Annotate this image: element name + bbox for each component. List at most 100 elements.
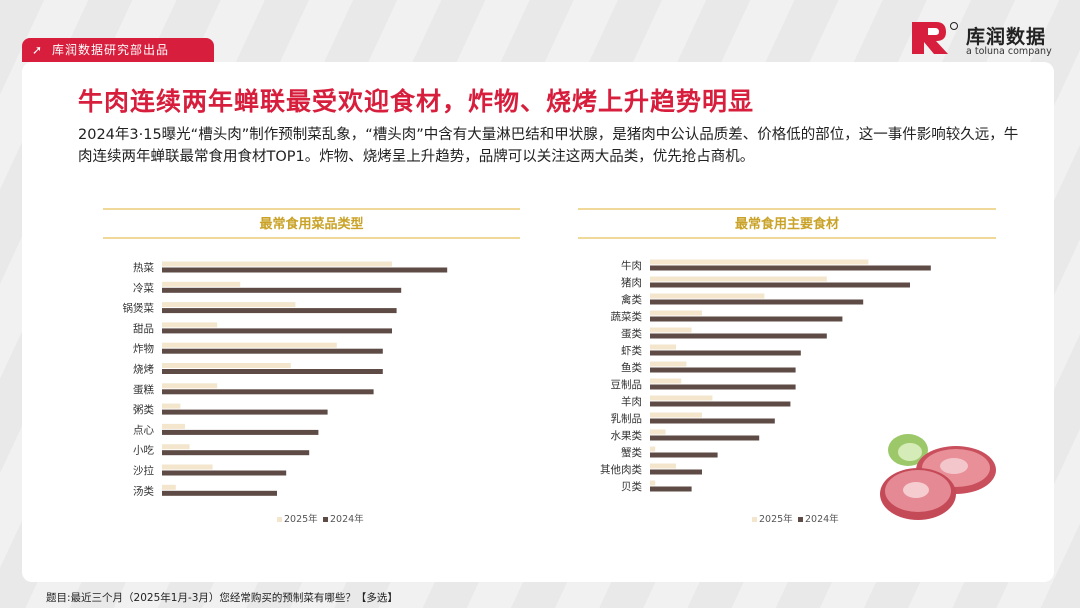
chart2-category-label: 禽类	[621, 293, 642, 306]
chart1-bar-2025	[162, 403, 181, 409]
chart2-legend-swatch-2024	[798, 517, 803, 522]
chart1-bar-2025	[162, 383, 218, 389]
chart2-bar-2024	[650, 469, 702, 475]
meat-illustration	[880, 434, 996, 520]
chart2-bar-2025	[650, 378, 682, 384]
chart1-category-label: 烧烤	[133, 363, 154, 376]
chart2-category-label: 豆制品	[611, 378, 643, 391]
chart1-category-label: 冷菜	[133, 281, 154, 294]
chart2-bar-2025	[650, 327, 692, 333]
chart2-bar-2025	[650, 293, 765, 299]
chart2-legend-swatch-2025	[752, 517, 757, 522]
chart1-bar-2025	[162, 342, 337, 348]
chart1-bar-2024	[162, 348, 383, 354]
chart2-category-label: 蛋类	[621, 327, 642, 340]
chart1-legend-label-2025: 2025年	[284, 513, 318, 525]
chart1-category-label: 锅煲菜	[123, 302, 155, 315]
chart1-bar-2024	[162, 308, 397, 314]
source-tag: ➚ 库润数据研究部出品	[22, 38, 214, 62]
chart2-bar-2024	[650, 401, 791, 407]
arrow-icon: ➚	[32, 43, 43, 57]
chart2-category-label: 水果类	[611, 429, 643, 442]
chart1-bar-2025	[162, 322, 218, 328]
chart2-category-label: 乳制品	[611, 412, 643, 425]
chart2-bar-2025	[650, 480, 656, 486]
chart2-bar-2025	[650, 395, 713, 401]
brand-subtitle: a toluna company	[966, 46, 1052, 57]
chart1-category-label: 沙拉	[133, 464, 154, 477]
chart2-category-label: 猪肉	[621, 276, 642, 289]
chart1-bar-2024	[162, 450, 310, 456]
chart2-title: 最常食用主要食材	[735, 216, 839, 232]
chart2-bar-2024	[650, 367, 796, 373]
chart1-bar-2024	[162, 389, 374, 395]
chart2-category-label: 虾类	[621, 344, 642, 357]
chart2-legend-label-2025: 2025年	[759, 513, 793, 525]
chart2-bar-2024	[650, 316, 843, 322]
chart2-bar-2025	[650, 361, 687, 367]
chart2-bar-2025	[650, 310, 702, 316]
chart1-bar-2025	[162, 261, 392, 267]
chart1-category-label: 炸物	[133, 342, 154, 355]
chart1-bar-2024	[162, 409, 328, 415]
chart2-category-label: 牛肉	[621, 259, 642, 272]
chart2-bar-2024	[650, 265, 931, 271]
chart1-title: 最常食用菜品类型	[259, 216, 363, 232]
chart2-bar-2025	[650, 412, 702, 418]
chart1-bar-2025	[162, 464, 213, 470]
chart1-bar-2025	[162, 302, 296, 308]
chart2-bar-2024	[650, 452, 718, 458]
chart1-bar-2024	[162, 369, 383, 374]
chart2-bar-2024	[650, 299, 864, 305]
chart1-category-label: 甜品	[133, 322, 154, 335]
chart2-category-label: 其他肉类	[600, 463, 642, 476]
footnote: 题目:最近三个月（2025年1月-3月）您经常购买的预制菜有哪些？【多选】	[46, 592, 398, 604]
page-description: 2024年3·15曝光“槽头肉”制作预制菜乱象，“槽头肉”中含有大量淋巴结和甲状…	[78, 127, 1019, 165]
chart1-bar-2025	[162, 281, 241, 287]
chart2-bar-2024	[650, 350, 801, 356]
chart2-bar-2024	[650, 333, 827, 339]
chart2-legend-label-2024: 2024年	[805, 513, 839, 525]
brand-logo: 库润数据 a toluna company	[910, 20, 1060, 60]
chart2-category-label: 鱼类	[621, 361, 642, 374]
chart2-category-label: 贝类	[621, 480, 642, 493]
chart2-category-label: 蔬菜类	[611, 310, 643, 323]
chart1-legend-label-2024: 2024年	[330, 513, 364, 525]
chart2-category-label: 羊肉	[621, 395, 642, 408]
brand-mark-icon	[912, 22, 958, 54]
chart1-legend-swatch-2025	[277, 517, 282, 522]
chart2-bar-2025	[650, 344, 676, 350]
chart2-bar-2025	[650, 446, 656, 452]
chart1-bar-2024	[162, 267, 448, 273]
chart1-category-label: 蛋糕	[133, 383, 154, 396]
chart2-bar-2024	[650, 418, 775, 424]
chart2-bar-2025	[650, 463, 676, 469]
chart1-bar-2025	[162, 423, 185, 429]
page-title: 牛肉连续两年蝉联最受欢迎食材，炸物、烧烤上升趋势明显	[78, 87, 755, 116]
chart1-legend-swatch-2024	[323, 517, 328, 522]
chart1-bar-2024	[162, 470, 287, 476]
chart1-category-label: 汤类	[133, 484, 154, 497]
chart1-bar-2025	[162, 363, 291, 368]
chart1-bar-2024	[162, 429, 319, 435]
chart2-bar-2024	[650, 384, 796, 390]
chart1-category-label: 粥类	[133, 403, 154, 416]
chart1-bar-2024	[162, 328, 392, 334]
chart2-bar-2024	[650, 435, 760, 441]
chart2-bar-2025	[650, 276, 827, 282]
chart1-category-label: 热菜	[133, 261, 154, 274]
chart1-bar-2025	[162, 444, 190, 450]
chart1-bar-2024	[162, 287, 402, 293]
chart2-bar-2025	[650, 429, 666, 435]
chart2-bar-2025	[650, 259, 869, 265]
chart2-bar-2024	[650, 486, 692, 492]
chart1-bar-2025	[162, 484, 176, 490]
chart2-bar-2024	[650, 282, 910, 288]
source-tag-label: 库润数据研究部出品	[52, 43, 170, 57]
brand-name: 库润数据	[966, 26, 1047, 48]
chart2-category-label: 蟹类	[621, 446, 642, 459]
chart1-category-label: 点心	[133, 424, 154, 436]
chart1-category-label: 小吃	[133, 444, 154, 457]
chart1-bar-2024	[162, 490, 277, 496]
